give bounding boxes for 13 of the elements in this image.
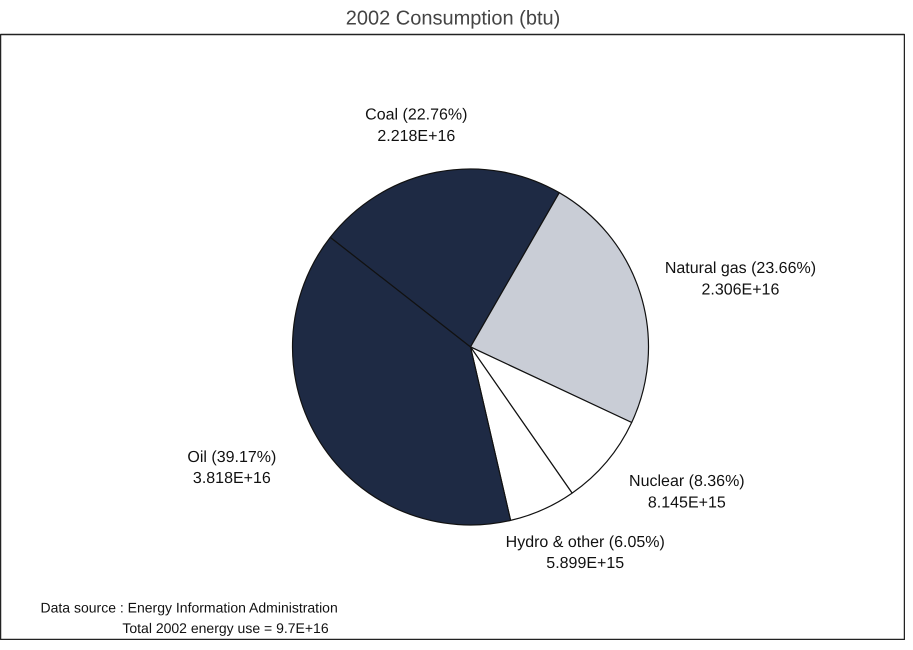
- chart-title: 2002 Consumption (btu): [346, 8, 560, 30]
- slice-label: Coal (22.76%): [365, 106, 468, 124]
- slice-label: Nuclear (8.36%): [629, 473, 745, 490]
- data-label: 5.899E+15: [546, 555, 624, 572]
- data-label: 2.306E+16: [701, 281, 780, 298]
- source-note: Data source : Energy Information Administration: [40, 599, 338, 616]
- slice-label: Oil (39.17%): [187, 448, 276, 466]
- text: Total 2002 energy use = 9.7E+16: [122, 620, 329, 636]
- slice-label: Natural gas (23.66%): [664, 260, 816, 278]
- data-label: 3.818E+16: [192, 470, 271, 488]
- data-label: 2.218E+16: [377, 128, 456, 145]
- slice-label: Hydro & other (6.05%): [506, 534, 665, 551]
- data-label: 8.145E+15: [648, 494, 726, 512]
